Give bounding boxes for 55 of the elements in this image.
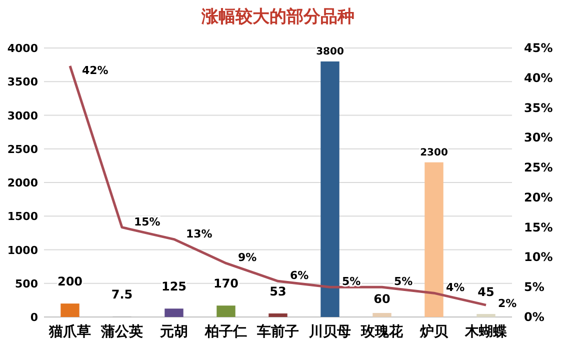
- x-tick-label: 炉贝: [419, 323, 449, 340]
- bar: [372, 312, 392, 317]
- data-label: 15%: [134, 215, 160, 228]
- y-tick-label: 0: [30, 311, 38, 324]
- y-tick-label: 500: [15, 277, 38, 290]
- bar: [268, 313, 288, 317]
- x-tick-label: 蒲公英: [100, 324, 143, 340]
- y2-tick-label: 25%: [524, 160, 553, 175]
- x-tick-label: 玫瑰花: [360, 324, 404, 340]
- y-tick-label: 1000: [7, 244, 38, 257]
- bar: [320, 61, 340, 317]
- data-label: 3800: [316, 46, 344, 58]
- data-label: 7.5: [111, 287, 133, 302]
- data-label: 2300: [420, 147, 448, 158]
- bar: [60, 304, 80, 317]
- y2-tick-label: 40%: [524, 70, 553, 85]
- y-tick-label: 3500: [7, 76, 38, 89]
- x-tick-label: 猫爪草: [48, 323, 91, 340]
- data-label: 125: [161, 280, 187, 294]
- data-label: 2%: [498, 297, 517, 310]
- data-label: 4%: [446, 281, 465, 294]
- data-label: 42%: [82, 64, 108, 77]
- data-label: 45: [478, 284, 494, 299]
- x-tick-label: 川贝母: [308, 324, 351, 340]
- y-tick-label: 3000: [7, 109, 38, 122]
- y2-tick-label: 30%: [524, 130, 553, 145]
- bar: [164, 308, 184, 317]
- y2-tick-label: 0%: [524, 310, 544, 324]
- data-label: 200: [57, 274, 83, 289]
- y2-tick-label: 35%: [524, 100, 553, 115]
- bar: [424, 162, 444, 317]
- data-label: 170: [213, 276, 239, 291]
- bar: [216, 306, 236, 317]
- y2-tick-label: 20%: [524, 190, 553, 204]
- y2-tick-label: 5%: [524, 280, 544, 294]
- y2-tick-label: 10%: [524, 250, 553, 264]
- y-tick-label: 2500: [7, 142, 38, 156]
- data-label: 6%: [290, 269, 309, 282]
- y-tick-label: 4000: [7, 42, 38, 55]
- y2-tick-label: 45%: [524, 41, 553, 55]
- data-label: 9%: [238, 251, 257, 264]
- data-label: 5%: [394, 275, 413, 288]
- y-tick-label: 1500: [7, 210, 38, 224]
- data-label: 60: [374, 292, 390, 306]
- bar: [476, 314, 496, 317]
- x-tick-label: 车前子: [256, 323, 299, 340]
- data-label: 13%: [186, 227, 212, 240]
- y-tick-label: 2000: [7, 176, 38, 190]
- x-tick-label: 柏子仁: [204, 324, 247, 340]
- data-label: 5%: [342, 275, 361, 288]
- title: 涨幅较大的部分品种: [202, 7, 354, 27]
- data-label: 53: [270, 284, 286, 298]
- y2-tick-label: 15%: [524, 220, 553, 234]
- x-tick-label: 木蝴蝶: [464, 324, 507, 340]
- x-tick-label: 元胡: [159, 324, 188, 340]
